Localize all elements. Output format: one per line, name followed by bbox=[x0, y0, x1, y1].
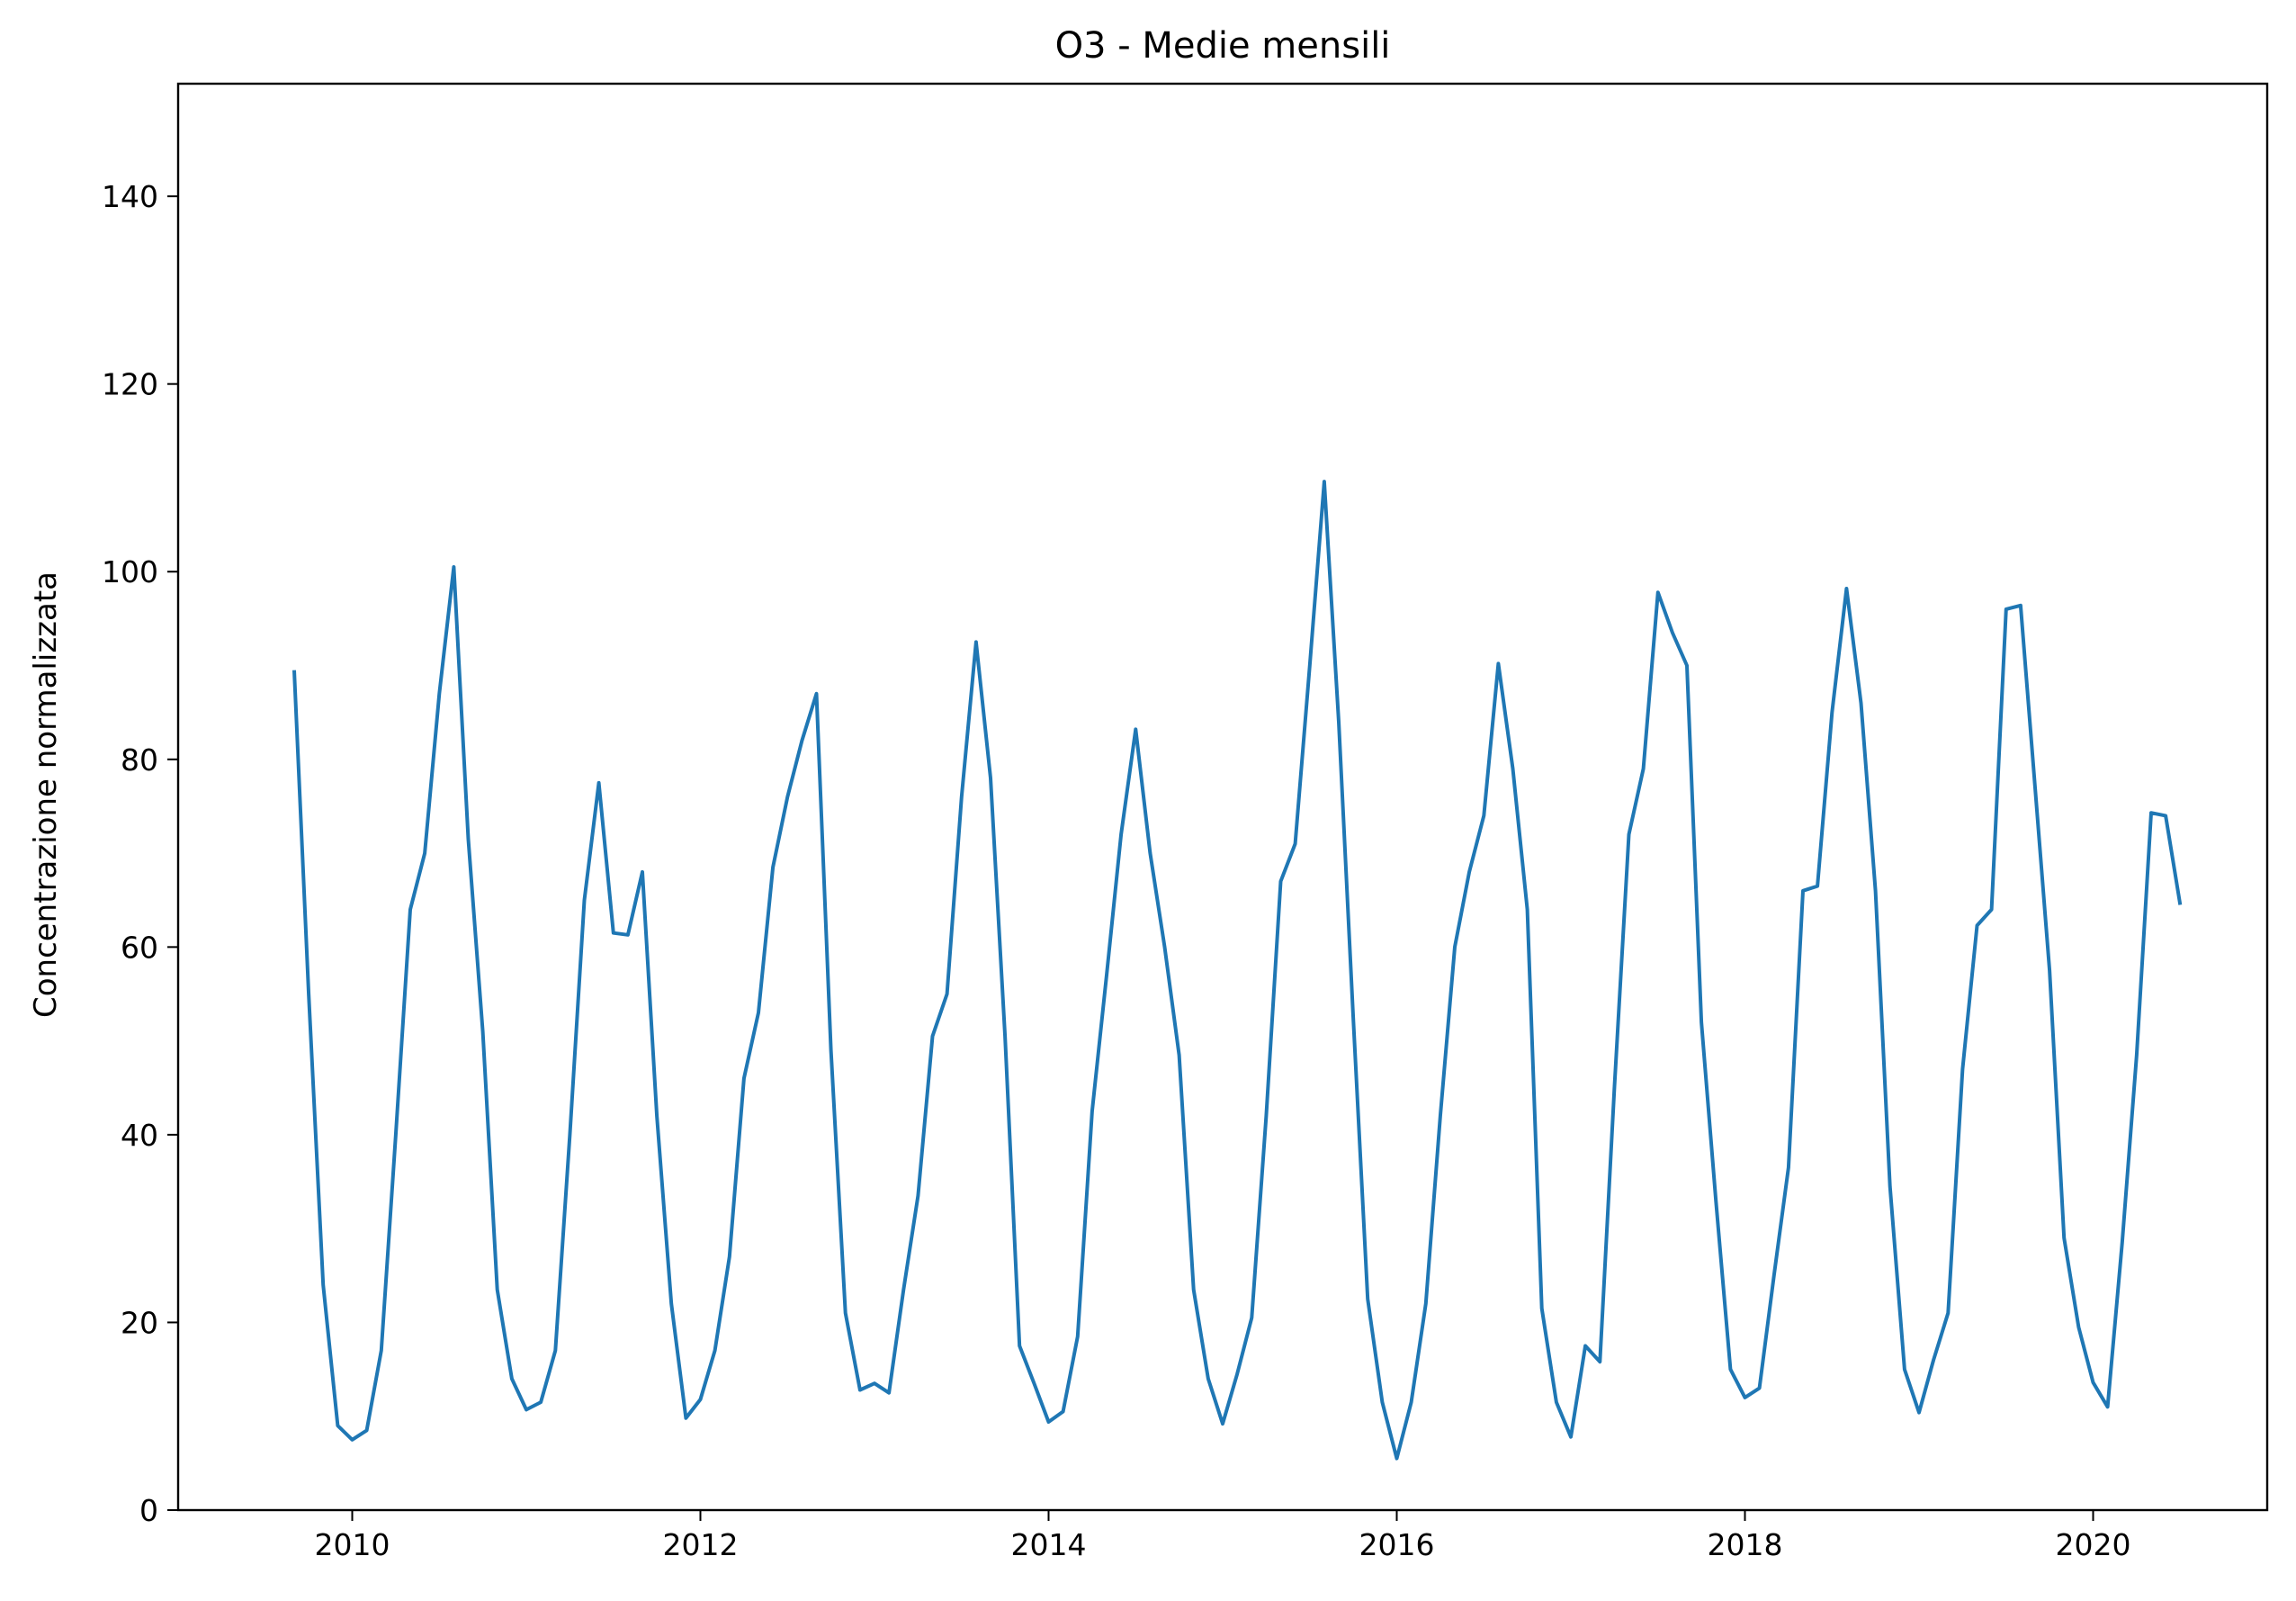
y-tick-label: 120 bbox=[102, 367, 158, 402]
x-tick-label: 2020 bbox=[2056, 1527, 2131, 1562]
x-tick-label: 2014 bbox=[1011, 1527, 1087, 1562]
y-tick-label: 20 bbox=[121, 1305, 158, 1340]
y-tick-label: 0 bbox=[139, 1493, 158, 1528]
y-axis-label: Concentrazione normalizzata bbox=[28, 571, 64, 1018]
x-tick-label: 2010 bbox=[315, 1527, 390, 1562]
x-tick-label: 2016 bbox=[1359, 1527, 1435, 1562]
y-axis: 0 20 40 60 80 100 120 140 bbox=[102, 179, 178, 1528]
y-tick-label: 80 bbox=[121, 742, 158, 778]
plot-frame bbox=[176, 82, 2269, 1512]
y-tick-label: 100 bbox=[102, 554, 158, 589]
y-tick-label: 60 bbox=[121, 930, 158, 965]
y-tick-label: 40 bbox=[121, 1118, 158, 1153]
x-axis: 2010 2012 2014 2016 2018 2020 bbox=[315, 1510, 2131, 1562]
y-tick-label: 140 bbox=[102, 179, 158, 214]
x-tick-label: 2012 bbox=[663, 1527, 739, 1562]
plot-area bbox=[292, 480, 2183, 1461]
x-tick-label: 2018 bbox=[1708, 1527, 1783, 1562]
chart-title: O3 - Medie mensili bbox=[1055, 25, 1391, 67]
series-line bbox=[292, 480, 2183, 1461]
